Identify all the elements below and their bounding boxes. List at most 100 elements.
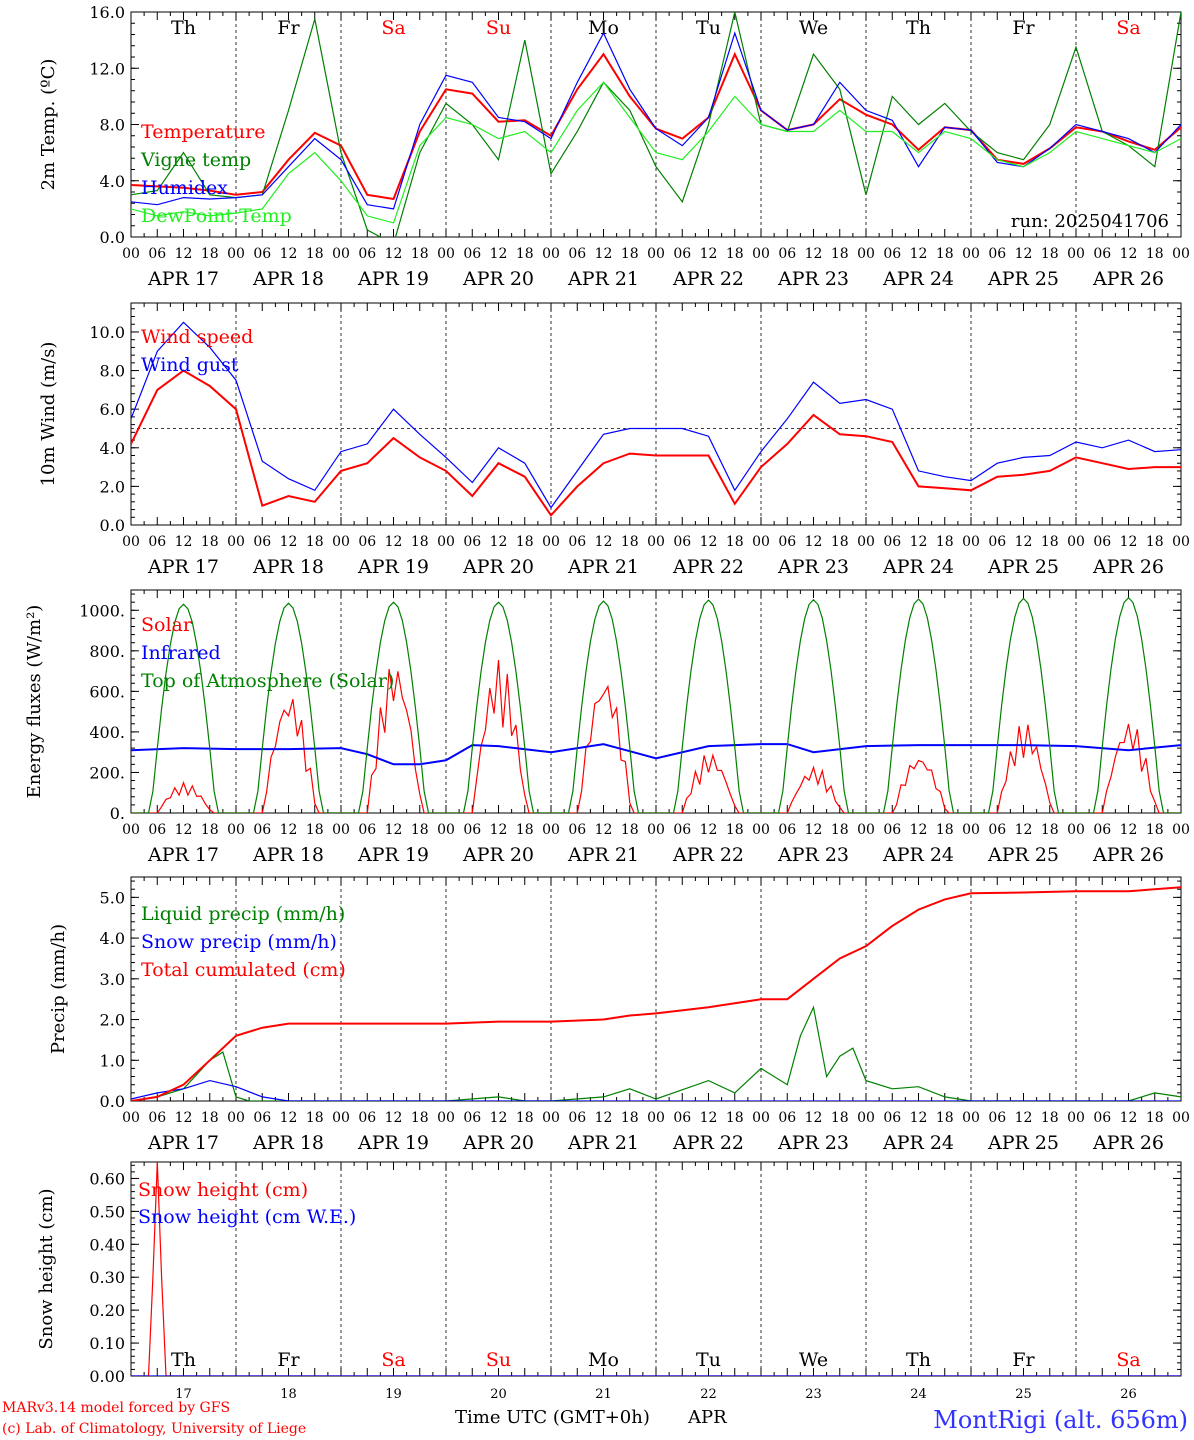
y-tick-label: 400.: [89, 723, 125, 742]
series-line-solar: [131, 660, 1181, 813]
x-hour-label: 00: [1172, 1110, 1190, 1126]
y-tick-label: 0.0: [100, 228, 125, 247]
x-hour-label: 12: [910, 534, 928, 550]
legend-entry: Snow height (cm): [138, 1179, 308, 1201]
x-hour-label: 00: [332, 822, 350, 838]
x-hour-label: 12: [595, 246, 613, 262]
x-hour-label: 18: [831, 822, 849, 838]
x-hour-label: 00: [227, 1110, 245, 1126]
x-hour-label: 12: [1120, 1110, 1138, 1126]
legend-entry: Humidex: [141, 177, 228, 199]
legend-entry: Total cumulated (cm): [141, 959, 346, 981]
series-line-dewpoint-temp: [131, 81, 1181, 224]
x-hour-label: 12: [175, 534, 193, 550]
x-hour-label: 00: [857, 1110, 875, 1126]
y-axis-label: Snow height (cm): [36, 1188, 57, 1349]
x-date-label: APR 20: [462, 556, 534, 578]
x-hour-label: 12: [1015, 534, 1033, 550]
credit-line-2: (c) Lab. of Climatology, University of L…: [2, 1421, 306, 1437]
x-hour-label: 00: [122, 246, 140, 262]
x-day-number: 24: [910, 1387, 927, 1402]
x-hour-label: 12: [595, 534, 613, 550]
x-hour-label: 00: [542, 1110, 560, 1126]
x-hour-label: 00: [1067, 246, 1085, 262]
x-hour-label: 06: [883, 1110, 901, 1126]
x-hour-label: 00: [437, 1110, 455, 1126]
x-day-number: 23: [805, 1387, 822, 1402]
legend-entry: Temperature: [141, 121, 265, 143]
x-hour-label: 12: [805, 1110, 823, 1126]
x-hour-label: 18: [1146, 246, 1164, 262]
y-tick-label: 10.0: [89, 323, 125, 342]
x-hour-label: 12: [175, 246, 193, 262]
x-hour-label: 06: [1093, 246, 1111, 262]
x-date-label: APR 18: [252, 844, 324, 866]
x-hour-label: 12: [1120, 246, 1138, 262]
x-hour-label: 06: [463, 1110, 481, 1126]
legend-entry: Wind speed: [141, 326, 253, 348]
x-hour-label: 18: [516, 1110, 534, 1126]
x-date-label: APR 17: [147, 556, 219, 578]
x-hour-label: 18: [201, 822, 219, 838]
x-hour-label: 00: [227, 246, 245, 262]
x-day-number: 26: [1120, 1387, 1137, 1402]
x-hour-label: 12: [490, 246, 508, 262]
x-hour-label: 00: [752, 1110, 770, 1126]
legend-entry: Top of Atmosphere (Solar): [141, 670, 394, 692]
x-hour-label: 18: [411, 822, 429, 838]
x-date-label: APR 17: [147, 844, 219, 866]
x-hour-label: 06: [148, 1110, 166, 1126]
x-hour-label: 18: [621, 822, 639, 838]
x-hour-label: 00: [122, 1110, 140, 1126]
series-line-top-of-atmosphere-solar-: [131, 596, 1181, 813]
x-hour-label: 18: [1146, 822, 1164, 838]
x-date-label: APR 23: [777, 844, 849, 866]
x-hour-label: 12: [700, 534, 718, 550]
x-hour-label: 06: [778, 246, 796, 262]
x-hour-label: 18: [1041, 1110, 1059, 1126]
x-hour-label: 12: [700, 822, 718, 838]
x-day-number: 22: [700, 1387, 717, 1402]
x-date-label: APR 18: [252, 268, 324, 290]
x-hour-label: 18: [1041, 246, 1059, 262]
x-hour-label: 00: [647, 246, 665, 262]
x-hour-label: 12: [1015, 246, 1033, 262]
x-date-label: APR 24: [882, 268, 954, 290]
x-hour-label: 06: [673, 534, 691, 550]
x-hour-label: 12: [490, 534, 508, 550]
x-hour-label: 06: [988, 1110, 1006, 1126]
y-axis-label: 10m Wind (m/s): [38, 342, 59, 487]
day-label: Th: [906, 1349, 931, 1371]
x-hour-label: 18: [1146, 534, 1164, 550]
x-day-number: 18: [280, 1387, 297, 1402]
credit-line-1: MARv3.14 model forced by GFS: [2, 1400, 230, 1416]
x-hour-label: 12: [385, 1110, 403, 1126]
day-label: Fr: [277, 17, 300, 39]
day-label: Sa: [381, 1349, 405, 1371]
x-date-label: APR 24: [882, 1132, 954, 1154]
x-hour-label: 06: [778, 822, 796, 838]
x-hour-label: 00: [962, 1110, 980, 1126]
x-hour-label: 18: [831, 1110, 849, 1126]
x-hour-label: 12: [1120, 534, 1138, 550]
y-tick-label: 0.50: [89, 1202, 125, 1221]
x-hour-label: 06: [358, 246, 376, 262]
x-hour-label: 06: [988, 246, 1006, 262]
x-hour-label: 00: [1067, 534, 1085, 550]
x-hour-label: 00: [752, 534, 770, 550]
legend-entry: Snow height (cm W.E.): [138, 1206, 356, 1228]
series-line-infrared: [131, 743, 1181, 766]
x-hour-label: 18: [621, 534, 639, 550]
x-hour-label: 06: [358, 1110, 376, 1126]
y-tick-label: 4.0: [100, 172, 125, 191]
day-label: Th: [171, 17, 196, 39]
x-date-label: APR 24: [882, 844, 954, 866]
x-hour-label: 18: [1041, 534, 1059, 550]
x-date-label: APR 19: [357, 844, 429, 866]
y-tick-label: 8.0: [100, 362, 125, 381]
x-day-number: 19: [385, 1387, 402, 1402]
x-hour-label: 06: [253, 822, 271, 838]
x-hour-label: 12: [280, 246, 298, 262]
x-hour-label: 00: [542, 246, 560, 262]
